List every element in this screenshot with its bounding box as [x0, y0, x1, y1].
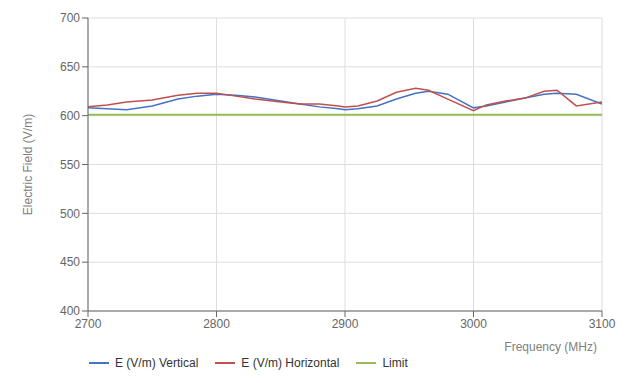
svg-text:3000: 3000 [460, 317, 487, 331]
svg-text:3100: 3100 [589, 317, 616, 331]
svg-text:450: 450 [60, 255, 80, 269]
svg-text:700: 700 [60, 11, 80, 25]
svg-text:2700: 2700 [75, 317, 102, 331]
svg-text:2900: 2900 [332, 317, 359, 331]
svg-text:Electric Field (V/m): Electric Field (V/m) [21, 114, 35, 215]
svg-text:500: 500 [60, 207, 80, 221]
svg-text:400: 400 [60, 304, 80, 318]
html-text:Limit: Limit [382, 356, 408, 370]
svg-text:550: 550 [60, 158, 80, 172]
svg-text:2800: 2800 [203, 317, 230, 331]
html-text:E (V/m) Horizontal: E (V/m) Horizontal [241, 356, 340, 370]
svg-text:600: 600 [60, 109, 80, 123]
html-text:E (V/m) Vertical: E (V/m) Vertical [115, 356, 199, 370]
svg-text:Frequency (MHz): Frequency (MHz) [504, 340, 597, 354]
svg-text:650: 650 [60, 60, 80, 74]
